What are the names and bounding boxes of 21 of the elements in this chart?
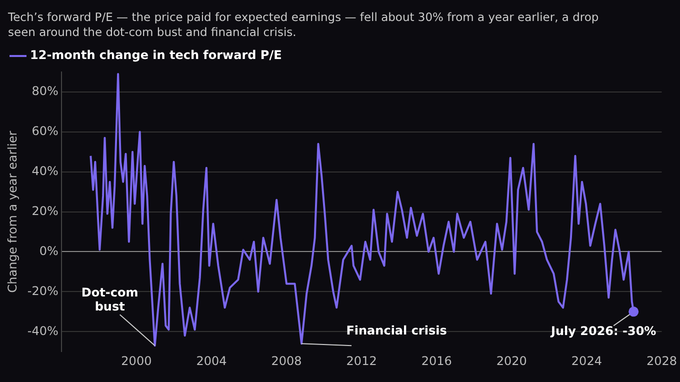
y-tick-label: -40% — [27, 324, 58, 338]
annotation: July 2026: -30% — [550, 324, 656, 338]
y-tick-label: 40% — [32, 164, 58, 178]
y-tick-label: 80% — [32, 84, 58, 98]
x-tick-label: 2028 — [646, 354, 678, 368]
x-tick-label: 2008 — [271, 354, 302, 368]
annotation: Dot-com bust — [81, 286, 138, 314]
y-axis-title: Change from a year earlier — [5, 130, 20, 293]
annotation: Financial crisis — [346, 324, 447, 338]
y-tick-label: 20% — [32, 204, 58, 218]
legend-label: 12-month change in tech forward P/E — [30, 48, 282, 62]
y-tick-label: 60% — [32, 124, 58, 138]
chart-subtitle: Tech’s forward P/E — the price paid for expected earnings — fell about 30% from a year earlier, a drop seen around the dot-com bust and financial crisis. — [7, 9, 600, 40]
x-tick-label: 2000 — [121, 354, 152, 368]
x-tick-label: 2012 — [346, 354, 377, 368]
y-tick-label: 0% — [39, 244, 58, 258]
x-tick-label: 2016 — [421, 354, 452, 368]
x-tick-label: 2020 — [496, 354, 527, 368]
y-tick-label: -20% — [27, 284, 58, 298]
x-tick-label: 2024 — [571, 354, 602, 368]
x-tick-label: 2004 — [196, 354, 227, 368]
